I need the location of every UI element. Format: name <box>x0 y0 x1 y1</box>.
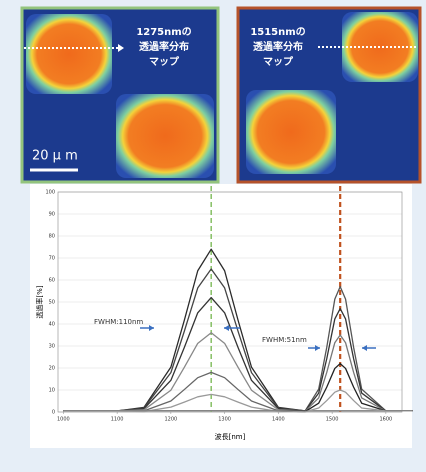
y-tick-label: 40 <box>49 322 55 328</box>
y-tick-label: 100 <box>45 190 55 196</box>
y-tick-label: 0 <box>52 410 55 416</box>
chart-background <box>30 184 412 448</box>
panel-label: マップ <box>263 55 294 68</box>
panel-label: 透過率分布 <box>253 40 303 53</box>
x-tick-label: 1000 <box>57 417 70 423</box>
panel-label: 透過率分布 <box>139 40 189 53</box>
panel-label: 1515nmの <box>250 27 305 38</box>
y-tick-label: 50 <box>49 300 55 306</box>
y-axis-label: 透過率[%] <box>35 285 44 318</box>
x-tick-label: 1200 <box>165 417 178 423</box>
y-tick-label: 20 <box>49 366 55 372</box>
y-tick-label: 70 <box>49 256 55 262</box>
square <box>246 90 336 174</box>
x-axis-label: 波長[nm] <box>215 432 246 441</box>
square <box>26 14 112 94</box>
y-tick-label: 30 <box>49 344 55 350</box>
scale-bar-label: 20 μ m <box>32 149 78 164</box>
x-tick-label: 1400 <box>272 417 285 423</box>
y-tick-label: 90 <box>49 212 55 218</box>
x-tick-label: 1600 <box>380 417 393 423</box>
figure: 1275nmの 透過率分布 マップ 20 μ m 1515nmの 透過率分布 マ… <box>0 0 426 472</box>
x-tick-label: 1300 <box>218 417 231 423</box>
annotation: FWHM:110nm <box>94 318 143 326</box>
panel-label: 1275nmの <box>136 27 191 38</box>
y-tick-label: 80 <box>49 234 55 240</box>
y-tick-label: 60 <box>49 278 55 284</box>
y-tick-label: 10 <box>49 388 55 394</box>
x-tick-label: 1100 <box>111 417 124 423</box>
map-panel-left: 1275nmの 透過率分布 マップ 20 μ m <box>22 8 218 182</box>
map-panel-right: 1515nmの 透過率分布 マップ <box>238 8 420 182</box>
annotation: FWHM:51nm <box>262 336 307 344</box>
x-tick-label: 1500 <box>326 417 339 423</box>
panel-label: マップ <box>149 55 180 68</box>
square <box>116 94 214 178</box>
